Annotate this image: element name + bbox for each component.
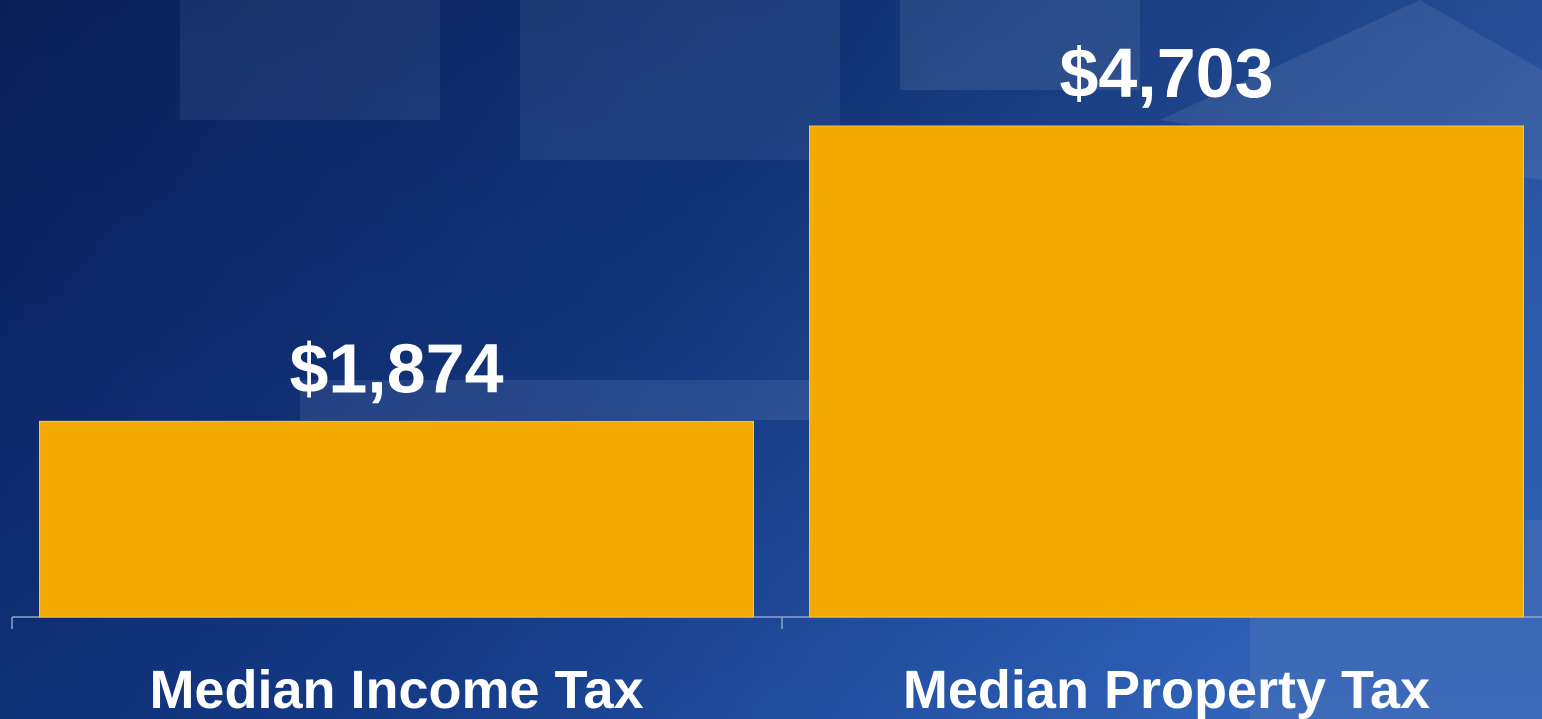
bar: [809, 125, 1524, 618]
value-label: $1,874: [289, 329, 503, 407]
x-tick-label: Median Property Tax: [903, 660, 1430, 719]
bar: [39, 420, 754, 618]
x-tick-label: Median Income Tax: [149, 660, 643, 719]
value-label: $4,703: [1059, 34, 1273, 112]
